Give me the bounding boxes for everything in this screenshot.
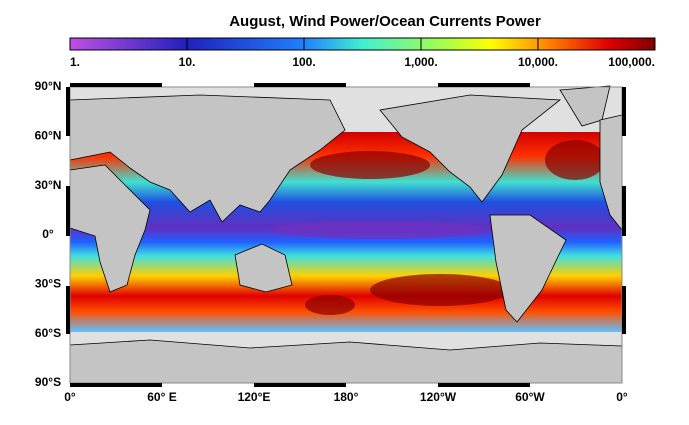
lon-label: 120°E [238,390,271,404]
lat-label: 90°S [35,375,61,389]
colorbar-tick-label: 10,000. [518,55,558,69]
continents [69,85,623,384]
field-low [270,221,490,239]
lat-label: 30°S [35,277,61,291]
axis-labels: 90°N60°N30°N0°30°S60°S90°S0° 60° E 120°E 18… [35,79,628,404]
lon-label: 60°W [515,390,545,404]
colorbar-tick-label: 100,000. [608,55,655,69]
colorbar-ticks: 1. 10. 100. 1,000. 10,000. 100,000. [69,38,656,69]
colorbar-tick-label: 1. [70,55,80,69]
lat-label: 0° [42,227,54,241]
colorbar [69,37,656,51]
lon-label: 0° [64,390,76,404]
lat-label: 60°S [35,326,61,340]
field-highlights [305,140,605,315]
lat-label: 60°N [35,129,62,143]
lon-label: 0° [616,390,628,404]
lon-label: 60° E [147,390,176,404]
lat-label: 30°N [35,178,62,192]
lon-label: 180° [334,390,359,404]
title: August, Wind Power/Ocean Currents Power [229,13,541,30]
frame-bars [66,83,626,387]
colorbar-tick-label: 100. [292,55,315,69]
lon-label: 120°W [420,390,457,404]
colorbar-tick-label: 10. [179,55,196,69]
lat-label: 90°N [35,79,62,93]
colorbar-tick-label: 1,000. [404,55,437,69]
